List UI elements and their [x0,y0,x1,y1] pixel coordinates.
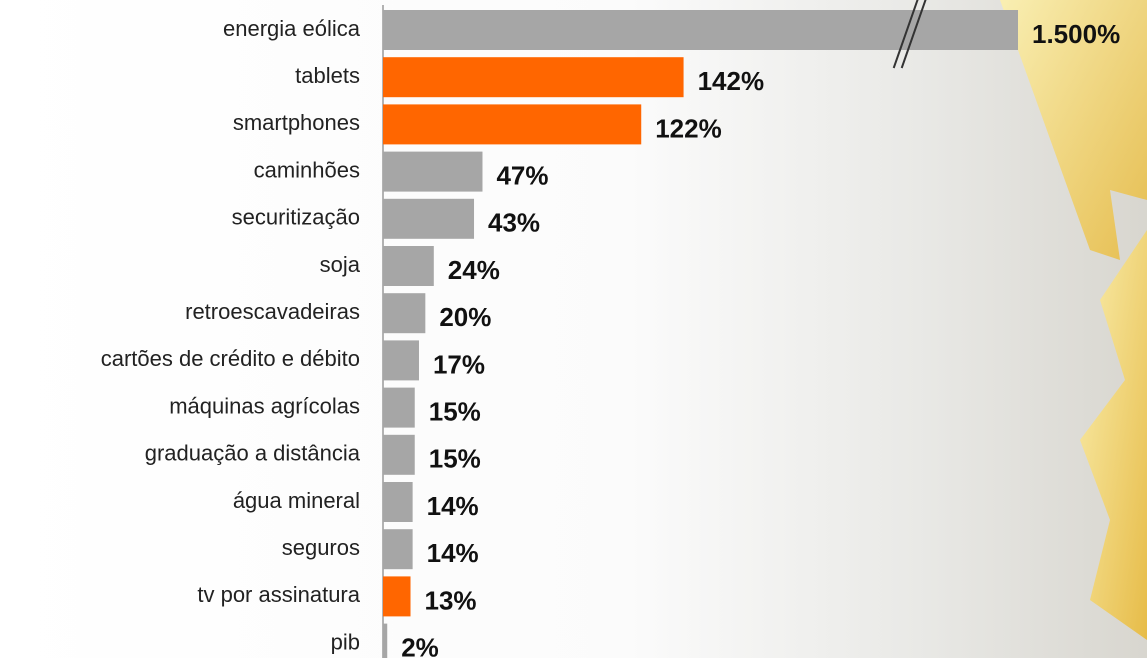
gear-decor [1000,0,1147,260]
value-label: 17% [433,349,485,379]
category-label: pib [331,629,360,654]
bar [383,434,415,475]
bar [383,387,415,428]
category-label: energia eólica [223,16,361,41]
category-label: retroescavadeiras [185,299,360,324]
category-label: tablets [295,63,360,88]
category-label: tv por assinatura [197,582,360,607]
axis-break [892,0,919,69]
category-label: água mineral [233,488,360,513]
bar [383,151,483,192]
bar [383,293,426,334]
bar [383,482,413,522]
value-label: 122% [655,113,722,143]
bar [383,246,434,286]
value-label: 14% [427,538,479,568]
bar [383,198,475,239]
category-label: máquinas agrícolas [169,393,360,418]
value-label: 15% [429,396,481,426]
value-label: 15% [429,444,481,474]
value-label: 20% [439,302,491,332]
value-label: 2% [401,632,439,658]
category-label: caminhões [254,157,360,182]
bar [383,104,642,145]
value-label: 13% [425,585,477,615]
category-label: seguros [282,535,360,560]
category-label: soja [320,252,361,277]
bar [383,529,413,570]
category-label: securitização [232,205,360,230]
bar [383,10,1018,50]
bar [383,576,411,617]
bar [383,623,388,658]
value-label: 142% [698,66,765,96]
value-label: 24% [448,255,500,285]
category-label: cartões de crédito e débito [101,346,360,371]
category-label: graduação a distância [145,441,361,466]
value-label: 43% [488,208,540,238]
bar [383,57,684,98]
value-label: 1.500% [1032,19,1120,49]
bar [383,340,419,381]
value-label: 47% [496,160,548,190]
value-label: 14% [427,491,479,521]
category-label: smartphones [233,110,360,135]
axis-break [900,0,927,69]
gear-decor [1080,230,1147,640]
